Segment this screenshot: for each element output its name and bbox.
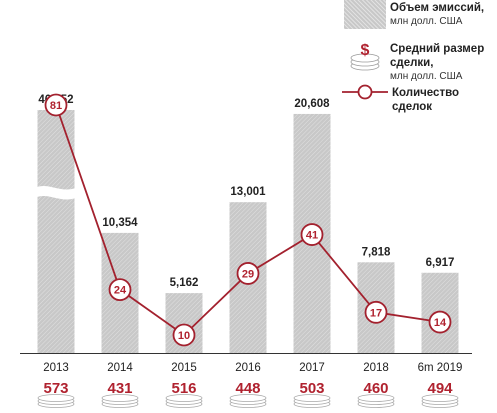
avg-deal-label-2013: 573 [43,380,68,397]
x-tick-label-2018: 2018 [363,362,389,374]
count-marker-2015 [172,323,196,347]
avg-deal-label-2018: 460 [363,380,388,397]
x-tick-label-2014: 2014 [107,362,133,374]
count-label-2013: 81 [50,100,62,112]
count-marker-2014 [108,278,132,302]
count-label-2016: 29 [242,268,254,280]
x-tick-label-2017: 2017 [299,362,325,374]
x-tick-label-2013: 2013 [43,362,69,374]
legend-volume-swatch [344,0,386,29]
legend-count: Количество сделок [392,86,497,114]
avg-deal-label-2015: 516 [171,380,196,397]
count-label-2018: 17 [370,307,382,319]
coin-stack-icon-503-2 [293,394,331,402]
count-label-2017: 41 [306,230,318,242]
avg-deal-label-2016: 448 [235,380,260,397]
coin-stack-icon-516-2 [165,394,203,402]
legend-volume-title: Объем эмиссий, [390,2,485,14]
bar-value-label-2015: 5,162 [170,277,199,289]
bar-value-label-2017: 20,608 [294,98,330,110]
count-marker-6m 2019 [428,310,452,334]
avg-deal-label-6m 2019: 494 [427,380,453,397]
count-label-2014: 24 [114,285,127,297]
count-label-6m 2019: 14 [434,317,447,329]
coin-stack-icon-573-2 [37,394,75,402]
legend-volume: Объем эмиссий, млн долл. США [390,1,484,28]
legend-count-title: Количество сделок [392,87,460,113]
coin-stack-icon-431-2 [101,394,139,402]
legend-volume-unit: млн долл. США [390,16,463,27]
coin-stack-icon-460-2 [357,394,395,402]
legend-avg-title-1: Средний размер [390,43,485,55]
x-tick-label-2016: 2016 [235,362,261,374]
bar-value-label-6m 2019: 6,917 [426,257,455,269]
bar-2013 [37,110,75,353]
legend-avg: Средний размер сделки, млн долл. США [390,42,484,83]
count-marker-2013 [44,93,68,117]
legend-dollar-coins-icon: $ [350,42,380,71]
legend-avg-unit: млн долл. США [390,71,463,82]
legend-line-marker-icon [342,84,388,100]
avg-deal-label-2017: 503 [299,380,324,397]
count-marker-2016 [236,262,260,285]
bar-value-label-2016: 13,001 [230,186,266,198]
axis-break-2013 [35,186,77,200]
bar-value-label-2014: 10,354 [102,217,138,229]
count-marker-2018 [364,300,388,324]
x-tick-label-2015: 2015 [171,362,197,374]
x-tick-label-6m 2019: 6m 2019 [418,362,463,374]
legend-dollar-symbol: $ [361,42,370,59]
coin-stack-icon-448-2 [229,394,267,402]
legend-avg-title-2: сделки, [390,57,434,69]
count-marker-2017 [300,223,324,246]
bar-value-label-2018: 7,818 [362,246,391,258]
count-label-2015: 10 [178,330,190,342]
coin-stack-icon-494-2 [421,394,459,402]
avg-deal-label-2014: 431 [107,380,132,397]
